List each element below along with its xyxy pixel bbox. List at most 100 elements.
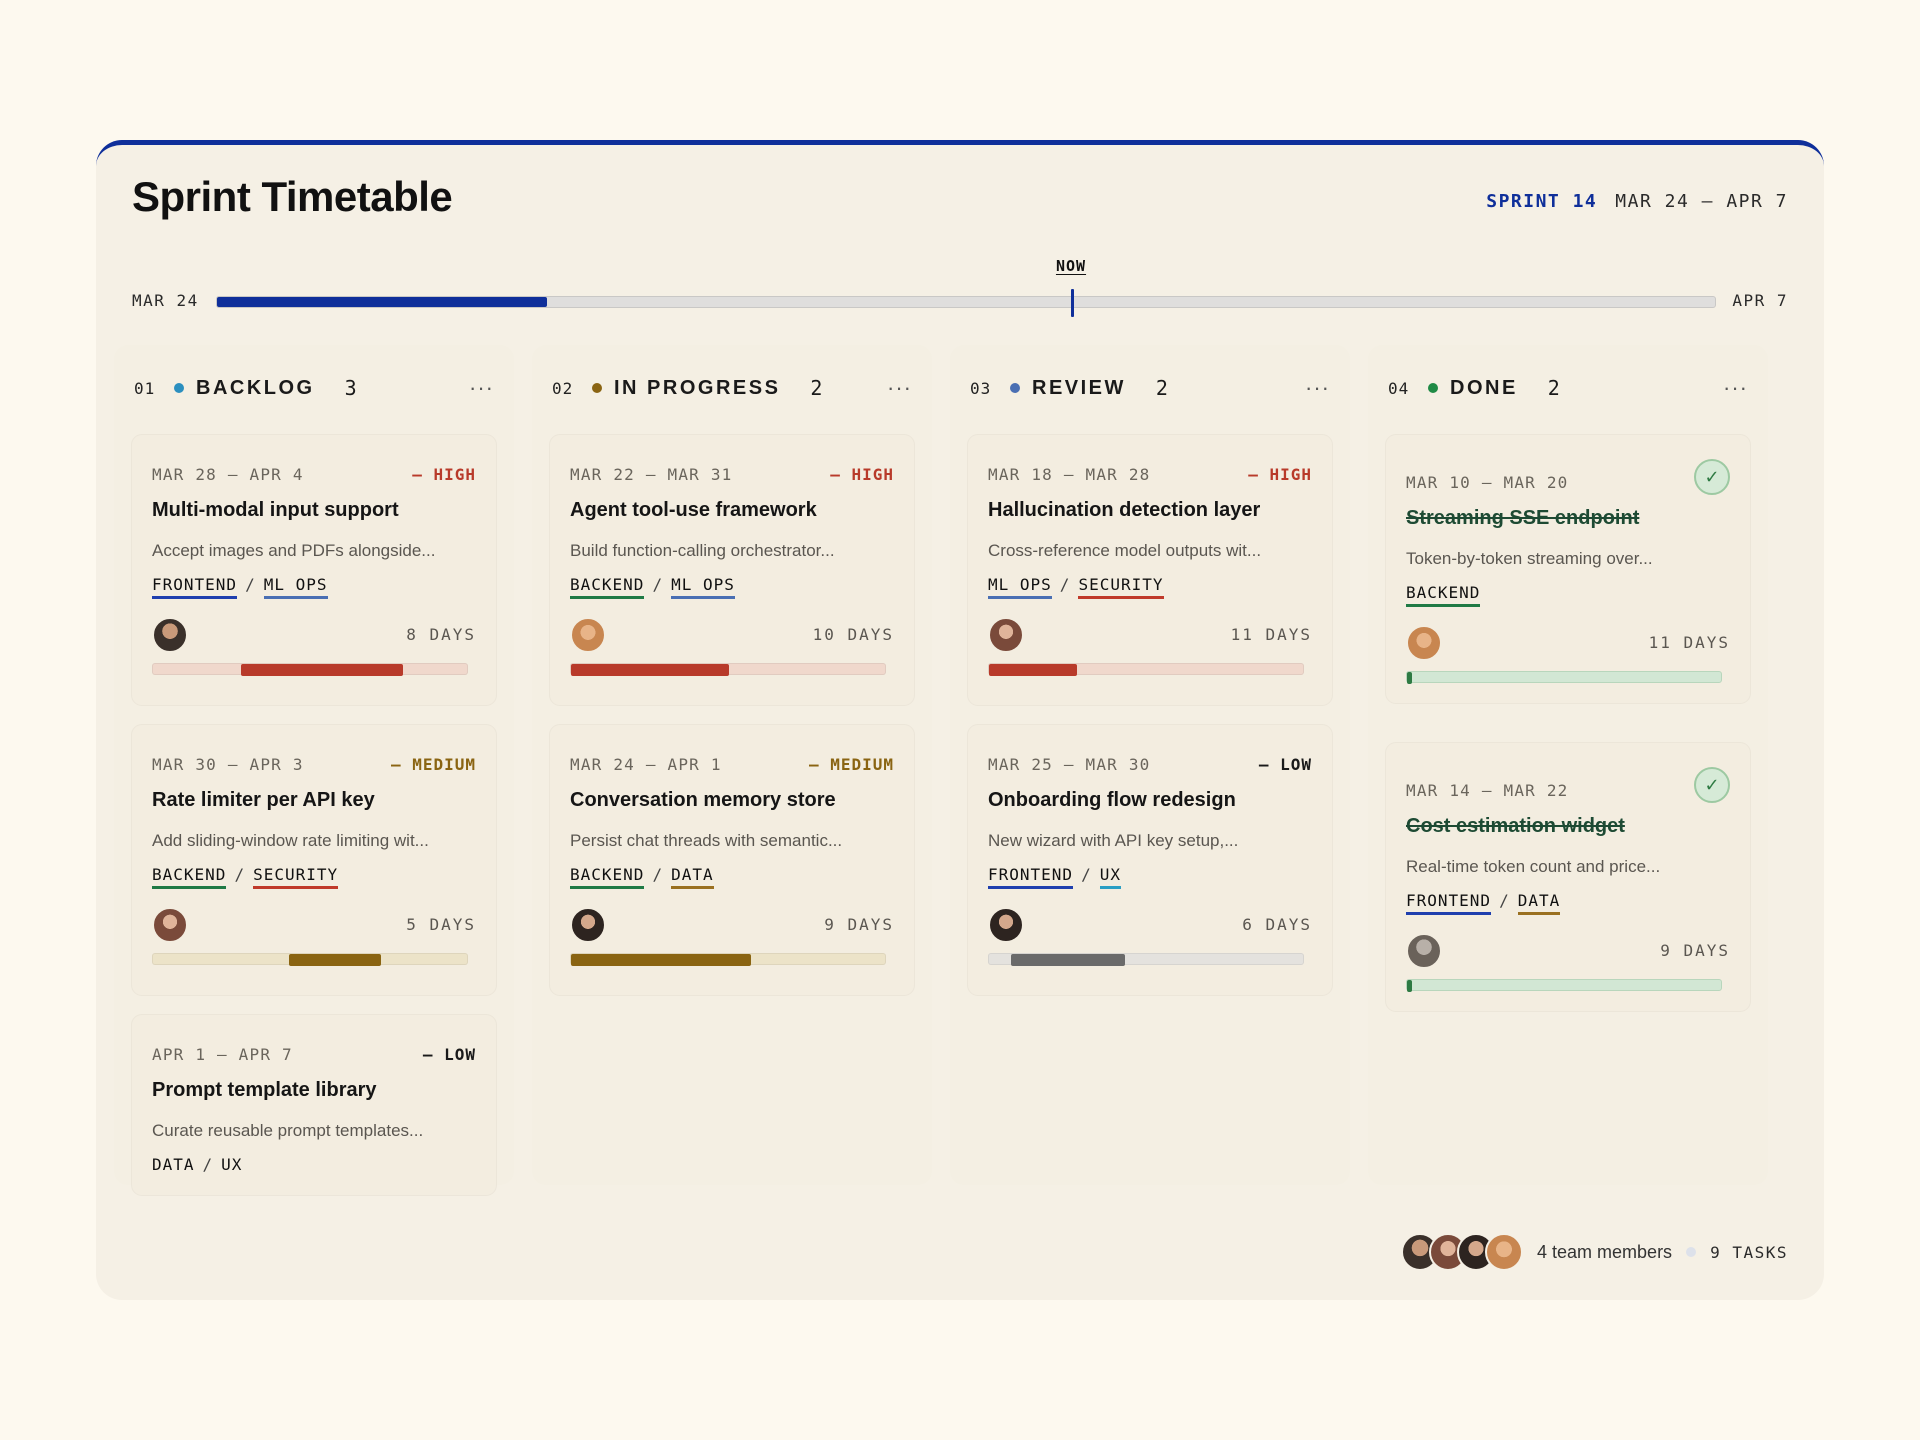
column-count: 2 bbox=[810, 376, 823, 400]
avatar[interactable] bbox=[152, 907, 188, 943]
date-range: MAR 24 – APR 1 bbox=[570, 755, 722, 774]
tag-separator: / bbox=[202, 1155, 214, 1174]
progress-bar bbox=[988, 663, 1304, 676]
column-number: 04 bbox=[1388, 378, 1410, 398]
progress-fill bbox=[989, 664, 1078, 676]
avatar[interactable] bbox=[1406, 625, 1442, 661]
avatar[interactable] bbox=[1406, 933, 1442, 969]
task-card[interactable]: MAR 28 – APR 4 – HIGH Multi-modal input su… bbox=[132, 435, 496, 705]
date-range: MAR 22 – MAR 31 bbox=[570, 465, 733, 484]
tag-separator: / bbox=[1499, 891, 1510, 910]
task-card[interactable]: MAR 14 – MAR 22 ✓ Cost estimation widget Re… bbox=[1386, 743, 1750, 1011]
column-count: 2 bbox=[1547, 376, 1560, 400]
tag-data[interactable]: DATA bbox=[671, 865, 714, 889]
priority-badge: – LOW bbox=[1258, 755, 1312, 774]
avatar[interactable] bbox=[988, 907, 1024, 943]
tag-frontend[interactable]: FRONTEND bbox=[988, 865, 1074, 889]
progress-fill bbox=[1011, 954, 1125, 966]
more-options-icon[interactable]: ··· bbox=[1305, 375, 1330, 400]
progress-bar bbox=[152, 953, 468, 966]
tag-backend[interactable]: BACKEND bbox=[570, 865, 645, 889]
progress-bar bbox=[1406, 671, 1722, 684]
timeline-start: MAR 24 bbox=[132, 291, 199, 310]
tag-data[interactable]: DATA bbox=[152, 1155, 195, 1174]
column-header: 01 BACKLOG 3 ··· bbox=[134, 373, 494, 403]
task-card[interactable]: MAR 24 – APR 1 – MEDIUM Conversation memor… bbox=[550, 725, 914, 995]
progress-bar bbox=[152, 663, 468, 676]
more-options-icon[interactable]: ··· bbox=[887, 375, 912, 400]
tag-separator: / bbox=[1059, 575, 1071, 594]
task-title[interactable]: Agent tool-use framework bbox=[570, 499, 817, 521]
progress-fill bbox=[571, 954, 752, 966]
duration-label: 10 DAYS bbox=[812, 625, 894, 644]
task-card[interactable]: MAR 25 – MAR 30 – LOW Onboarding flow rede… bbox=[968, 725, 1332, 995]
now-marker[interactable] bbox=[1070, 289, 1074, 317]
tasks-count: 9 TASKS bbox=[1710, 1242, 1788, 1262]
tag-frontend[interactable]: FRONTEND bbox=[152, 575, 238, 599]
task-card[interactable]: APR 1 – APR 7 – LOW Prompt template librar… bbox=[132, 1015, 496, 1195]
tag-ux[interactable]: UX bbox=[221, 1155, 243, 1174]
avatar[interactable] bbox=[1485, 1233, 1524, 1271]
duration-label: 5 DAYS bbox=[406, 915, 476, 934]
tag-backend[interactable]: BACKEND bbox=[152, 865, 227, 889]
avatar[interactable] bbox=[988, 617, 1024, 653]
task-description: Token-by-token streaming over... bbox=[1406, 549, 1653, 568]
task-description: Real-time token count and price... bbox=[1406, 857, 1661, 876]
tag-ml-ops[interactable]: ML OPS bbox=[671, 575, 735, 599]
task-title[interactable]: Prompt template library bbox=[152, 1079, 377, 1101]
priority-badge: – MEDIUM bbox=[390, 755, 476, 774]
tag-ml-ops[interactable]: ML OPS bbox=[263, 575, 328, 599]
task-card[interactable]: MAR 30 – APR 3 – MEDIUM Rate limiter per A… bbox=[132, 725, 496, 995]
avatar[interactable] bbox=[152, 617, 188, 653]
member-avatars[interactable] bbox=[1401, 1233, 1524, 1271]
tag-list: BACKEND / SECURITY bbox=[152, 865, 339, 889]
footer: 4 team members 9 TASKS bbox=[1401, 1232, 1788, 1272]
date-range: APR 1 – APR 7 bbox=[152, 1045, 293, 1064]
tag-separator: / bbox=[234, 865, 246, 884]
tag-backend[interactable]: BACKEND bbox=[570, 575, 645, 599]
task-description: Cross-reference model outputs wit... bbox=[988, 541, 1262, 560]
tag-separator: / bbox=[652, 865, 664, 884]
task-title[interactable]: Cost estimation widget bbox=[1406, 815, 1625, 837]
task-title[interactable]: Rate limiter per API key bbox=[152, 789, 375, 811]
priority-badge: – HIGH bbox=[830, 465, 894, 484]
avatar[interactable] bbox=[570, 617, 606, 653]
date-range: MAR 14 – MAR 22 bbox=[1406, 781, 1569, 800]
more-options-icon[interactable]: ··· bbox=[469, 375, 494, 400]
tag-backend[interactable]: BACKEND bbox=[1406, 583, 1481, 607]
tag-separator: / bbox=[652, 575, 664, 594]
page-title: Sprint Timetable bbox=[132, 173, 453, 220]
priority-badge: – HIGH bbox=[412, 465, 476, 484]
column-header: 02 IN PROGRESS 2 ··· bbox=[552, 373, 912, 403]
more-options-icon[interactable]: ··· bbox=[1723, 375, 1748, 400]
column-in-progress: 02 IN PROGRESS 2 ··· MAR 22 – MAR 31 – HIGH Ag… bbox=[532, 345, 932, 1185]
progress-bar bbox=[570, 953, 886, 966]
progress-bar bbox=[570, 663, 886, 676]
column-number: 02 bbox=[552, 378, 574, 398]
task-title[interactable]: Multi-modal input support bbox=[152, 499, 399, 521]
separator-dot bbox=[1686, 1247, 1697, 1257]
task-card[interactable]: MAR 22 – MAR 31 – HIGH Agent tool-use fram… bbox=[550, 435, 914, 705]
date-range: MAR 30 – APR 3 bbox=[152, 755, 304, 774]
task-title[interactable]: Hallucination detection layer bbox=[988, 499, 1261, 521]
task-title[interactable]: Onboarding flow redesign bbox=[988, 789, 1236, 811]
task-card[interactable]: MAR 18 – MAR 28 – HIGH Hallucination detec… bbox=[968, 435, 1332, 705]
check-icon: ✓ bbox=[1694, 767, 1730, 803]
sprint-range: MAR 24 – APR 7 bbox=[1615, 191, 1788, 212]
column-header: 03 REVIEW 2 ··· bbox=[970, 373, 1330, 403]
tag-data[interactable]: DATA bbox=[1517, 891, 1561, 915]
avatar[interactable] bbox=[570, 907, 606, 943]
tag-ml-ops[interactable]: ML OPS bbox=[988, 575, 1052, 599]
tag-security[interactable]: SECURITY bbox=[1078, 575, 1164, 599]
task-title[interactable]: Conversation memory store bbox=[570, 789, 836, 811]
task-description: Persist chat threads with semantic... bbox=[570, 831, 843, 850]
progress-bar bbox=[988, 953, 1304, 966]
task-description: Add sliding-window rate limiting wit... bbox=[152, 831, 429, 850]
task-title[interactable]: Streaming SSE endpoint bbox=[1406, 507, 1640, 529]
tag-list: BACKEND / ML OPS bbox=[570, 575, 735, 599]
tag-list: FRONTEND / ML OPS bbox=[152, 575, 328, 599]
tag-ux[interactable]: UX bbox=[1099, 865, 1121, 889]
task-card[interactable]: MAR 10 – MAR 20 ✓ Streaming SSE endpoint To… bbox=[1386, 435, 1750, 703]
tag-security[interactable]: SECURITY bbox=[253, 865, 339, 889]
tag-frontend[interactable]: FRONTEND bbox=[1406, 891, 1492, 915]
